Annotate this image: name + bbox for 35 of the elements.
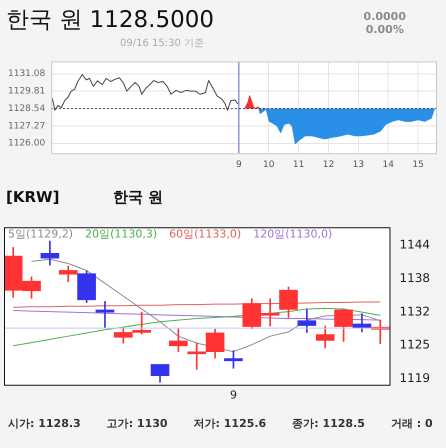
text: 0.0000 — [364, 10, 406, 23]
text: 거래 : 0 — [390, 416, 433, 431]
x-tick-label: 13 — [352, 160, 364, 170]
x-tick-label: 11 — [292, 160, 304, 170]
text: 60일(1133,0) — [169, 228, 242, 241]
text: 저가: 1125.6 — [194, 416, 266, 431]
text: 0.00% — [364, 23, 405, 36]
y-tick-label: 1138 — [399, 270, 430, 285]
y-tick-label: 1128.54 — [8, 104, 46, 114]
text: 120일(1130,0) — [253, 228, 332, 241]
candlestick — [96, 301, 114, 328]
x-tick-label: 12 — [322, 160, 334, 170]
x-tick-label: 10 — [262, 160, 275, 170]
chart-title: [KRW] — [6, 188, 60, 206]
y-tick-label: 1127.27 — [8, 121, 46, 132]
text: 종가: 1128.5 — [292, 416, 365, 431]
text: 20일(1130,3) — [85, 228, 158, 241]
x-tick-label: 15 — [412, 160, 424, 170]
x-tick-label: 14 — [382, 160, 394, 170]
y-tick-label: 1131.08 — [8, 69, 46, 80]
text: 고가: 1130 — [106, 416, 168, 431]
x-tick-label: 9 — [236, 160, 242, 170]
y-tick-label: 1144 — [399, 237, 430, 252]
y-tick-label: 1132 — [399, 304, 430, 318]
y-tick-label: 1125 — [399, 338, 430, 352]
chart-subtitle: 한국 원 — [113, 188, 164, 207]
chart-subtitle: 09/16 15:30 기준 — [120, 37, 204, 50]
y-tick-label: 1129.81 — [8, 86, 46, 97]
text: 5일(1129,2) — [8, 228, 74, 241]
y-tick-label: 1126.00 — [8, 138, 46, 149]
candlestick — [224, 350, 243, 369]
chart-title: 한국 원 1128.5000 — [6, 6, 214, 35]
text: 시가: 1128.3 — [8, 416, 81, 431]
x-tick-label: 9 — [230, 388, 237, 402]
y-tick-label: 1119 — [399, 371, 430, 386]
